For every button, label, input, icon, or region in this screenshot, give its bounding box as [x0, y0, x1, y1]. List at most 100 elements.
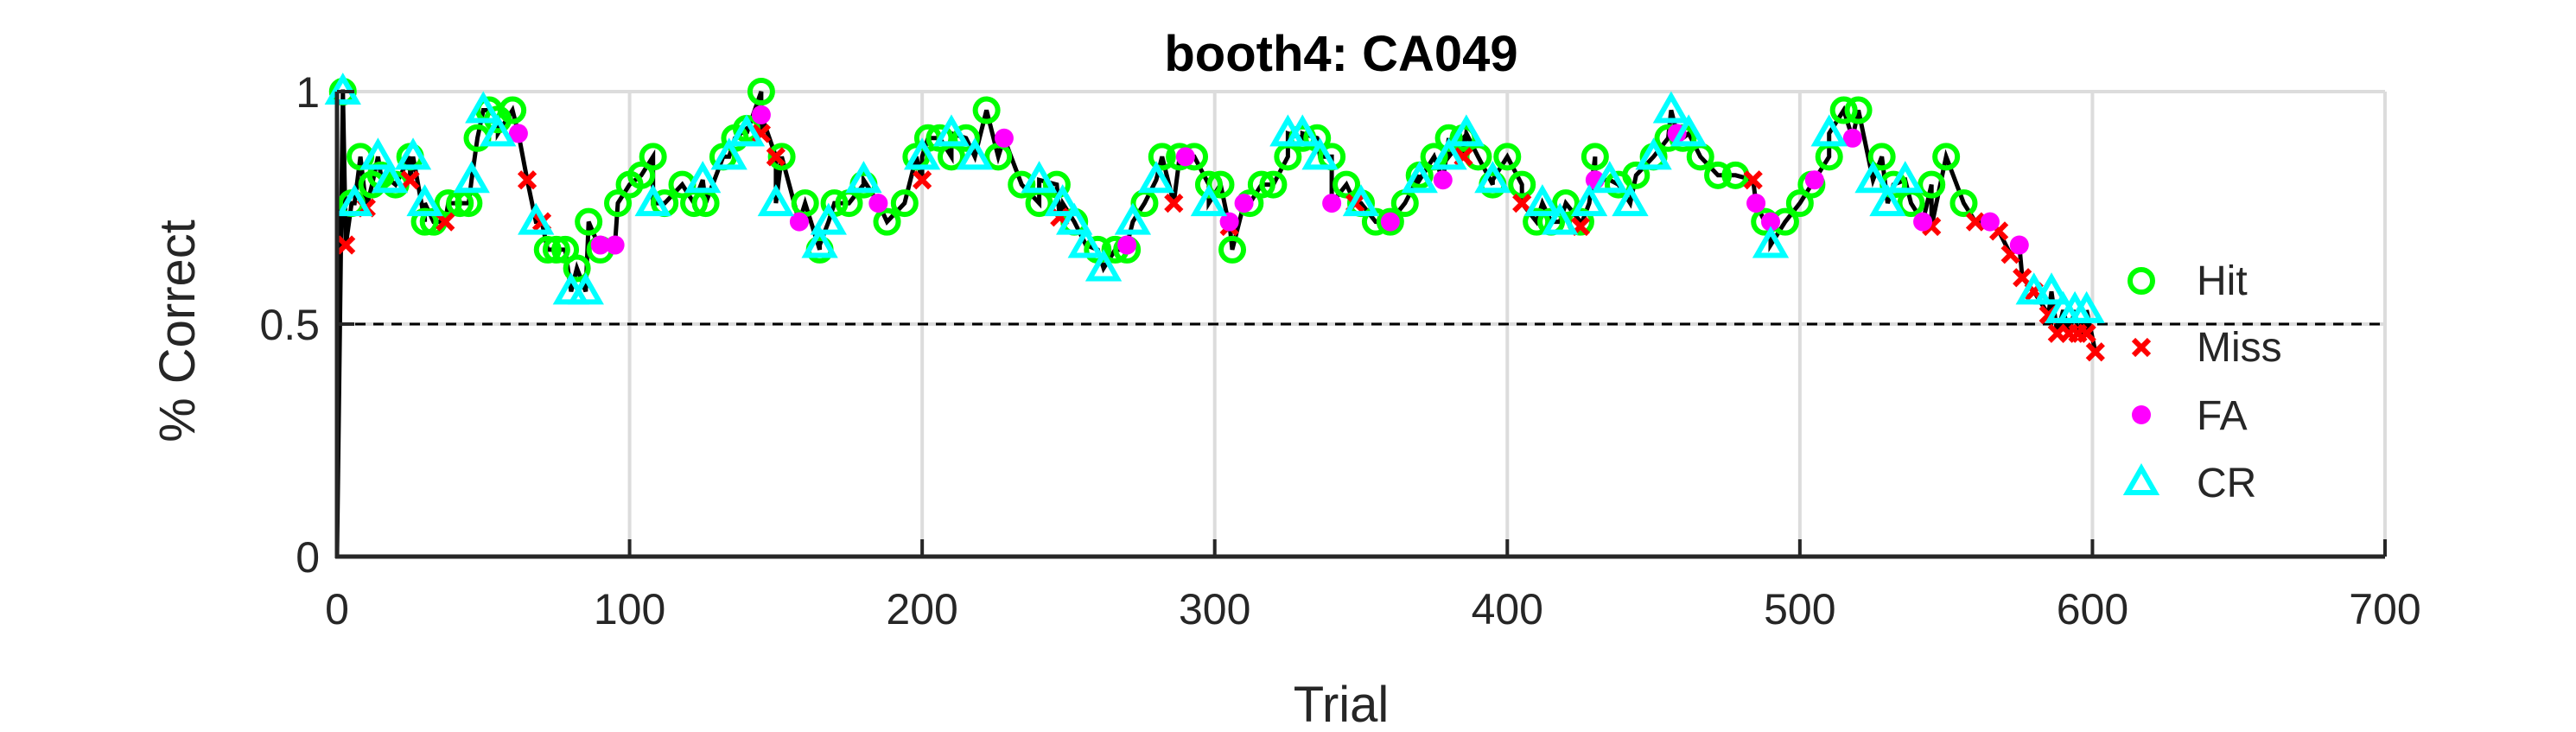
- point-cr-39: [1523, 184, 1562, 217]
- point-cr-53: [2032, 272, 2070, 305]
- point-cr-47: [1752, 226, 1790, 258]
- x-tick-label-300: 300: [1179, 585, 1250, 633]
- point-hit-102: [1844, 96, 1873, 124]
- point-hit-49: [1008, 170, 1036, 199]
- y-axis-label: % Correct: [149, 220, 206, 442]
- point-fa-10: [1234, 194, 1254, 213]
- point-hit-60: [1194, 170, 1223, 199]
- legend-marker-fa: [2132, 405, 2151, 424]
- point-cr-23: [1021, 161, 1058, 194]
- point-cr-9: [518, 202, 555, 235]
- point-cr-22: [956, 137, 994, 170]
- point-hit-77: [1434, 124, 1463, 152]
- point-miss-14: [1512, 193, 1532, 213]
- point-fa-19: [1842, 128, 1862, 148]
- point-hit-82: [1508, 170, 1536, 199]
- point-hit-17: [542, 235, 570, 264]
- point-hit-94: [1704, 161, 1733, 189]
- point-cr-28: [1114, 202, 1152, 235]
- legend-label-cr: CR: [2197, 461, 2256, 506]
- point-fa-1: [590, 235, 610, 255]
- point-cr-18: [810, 202, 847, 235]
- point-hit-62: [1218, 235, 1247, 264]
- point-fa-16: [1746, 194, 1766, 213]
- point-hit-103: [1867, 143, 1896, 171]
- point-hit-46: [951, 124, 980, 152]
- point-hit-83: [1523, 207, 1551, 236]
- legend-label-hit: Hit: [2197, 258, 2248, 304]
- point-cr-48: [1810, 114, 1848, 147]
- point-cr-43: [1612, 184, 1649, 217]
- point-cr-40: [1542, 202, 1579, 235]
- point-cr-49: [1854, 161, 1892, 194]
- point-cr-8: [480, 114, 517, 147]
- point-cr-35: [1401, 161, 1438, 194]
- point-miss-7: [766, 147, 786, 167]
- point-hit-15: [499, 96, 527, 124]
- point-cr-32: [1284, 114, 1321, 147]
- point-hit-57: [1148, 143, 1176, 171]
- point-cr-16: [757, 184, 795, 217]
- point-cr-37: [1447, 114, 1485, 147]
- chart-title: booth4: CA049: [1164, 26, 1517, 82]
- x-tick-label-200: 200: [886, 585, 957, 633]
- legend-marker-miss: [2131, 337, 2152, 358]
- point-miss-4: [517, 170, 537, 190]
- point-hit-87: [1581, 143, 1609, 171]
- point-fa-13: [1433, 170, 1453, 190]
- point-fa-20: [1913, 212, 1933, 232]
- point-hit-81: [1493, 143, 1522, 171]
- point-hit-7: [410, 207, 439, 236]
- point-miss-0: [336, 235, 356, 255]
- point-hit-73: [1376, 207, 1404, 236]
- point-hit-70: [1333, 170, 1361, 199]
- point-cr-1: [336, 184, 373, 217]
- legend: Hit Miss FA CR: [2122, 258, 2282, 506]
- point-fa-7: [1117, 235, 1137, 255]
- point-cr-50: [1869, 184, 1906, 217]
- data-markers: [324, 72, 2105, 362]
- point-hit-20: [575, 207, 603, 236]
- x-axis-label: Trial: [1294, 677, 1390, 732]
- x-tick-label-600: 600: [2057, 585, 2128, 633]
- point-fa-5: [868, 194, 888, 213]
- point-miss-2: [400, 170, 420, 190]
- point-fa-22: [2009, 235, 2029, 255]
- point-hit-61: [1206, 170, 1235, 199]
- point-hit-89: [1622, 161, 1651, 189]
- point-cr-21: [932, 114, 970, 147]
- legend-marker-hit: [2128, 267, 2155, 295]
- point-hit-106: [1918, 170, 1946, 199]
- point-miss-10: [1164, 193, 1184, 213]
- point-cr-14: [710, 137, 747, 170]
- point-hit-24: [627, 161, 656, 189]
- point-cr-30: [1190, 184, 1228, 217]
- point-cr-45: [1652, 91, 1690, 124]
- point-miss-27: [2077, 323, 2096, 343]
- legend-markers: [2122, 267, 2160, 495]
- point-hit-40: [873, 207, 901, 236]
- point-hit-47: [972, 96, 1001, 124]
- point-cr-19: [845, 161, 882, 194]
- x-tick-label-100: 100: [594, 585, 665, 633]
- point-cr-7: [465, 91, 502, 124]
- x-tick-label-500: 500: [1764, 585, 1835, 633]
- point-hit-108: [1949, 189, 1978, 218]
- point-fa-0: [508, 124, 528, 143]
- point-fa-6: [994, 128, 1014, 148]
- point-miss-16: [1743, 170, 1763, 190]
- point-hit-65: [1259, 170, 1288, 199]
- point-cr-42: [1591, 161, 1628, 194]
- x-tick-label-700: 700: [2349, 585, 2420, 633]
- point-cr-11: [567, 272, 604, 305]
- point-cr-38: [1474, 161, 1511, 194]
- point-fa-3: [751, 105, 771, 124]
- point-cr-12: [634, 184, 671, 217]
- point-hit-18: [551, 235, 580, 264]
- point-cr-26: [1067, 226, 1104, 258]
- point-hit-25: [639, 143, 667, 171]
- point-cr-20: [903, 137, 941, 170]
- y-tick-label-0: 0: [296, 533, 320, 582]
- point-fa-18: [1804, 170, 1824, 190]
